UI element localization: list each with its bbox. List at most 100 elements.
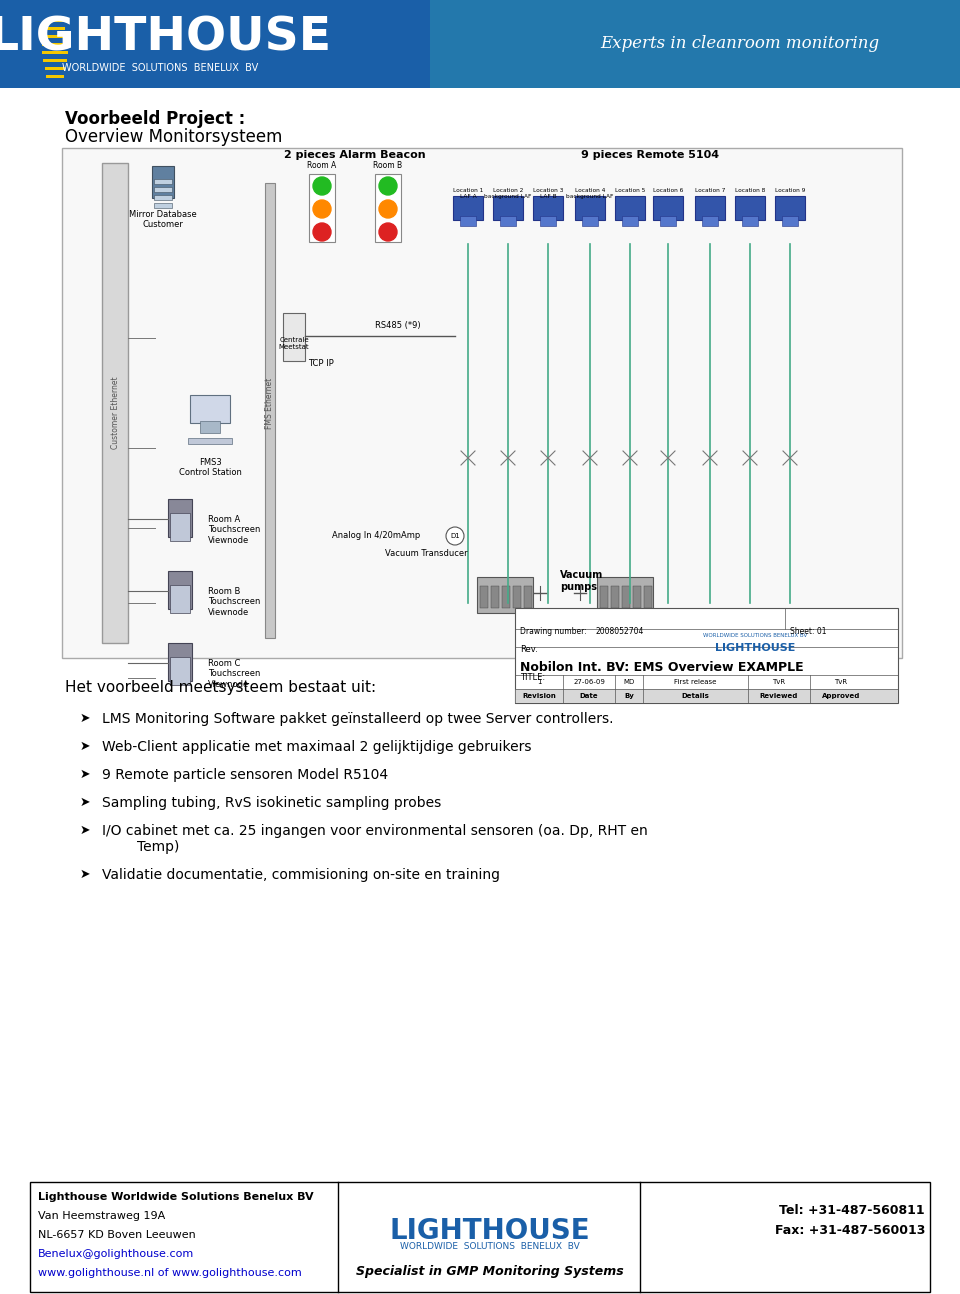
Text: Room B
Touchscreen
Viewnode: Room B Touchscreen Viewnode (208, 587, 260, 617)
Text: Location 9: Location 9 (775, 188, 805, 193)
Bar (782, 216, 798, 226)
Bar (43, 60, 67, 62)
Circle shape (379, 177, 397, 195)
Text: Web-Client applicatie met maximaal 2 gelijktijdige gebruikers: Web-Client applicatie met maximaal 2 gel… (102, 740, 532, 754)
Bar (170, 585, 190, 613)
Text: 1: 1 (537, 679, 541, 685)
Text: Fax: +31-487-560013: Fax: +31-487-560013 (775, 1224, 925, 1237)
Bar (491, 586, 499, 608)
Text: Nobilon Int. BV: EMS Overview EXAMPLE: Nobilon Int. BV: EMS Overview EXAMPLE (520, 661, 804, 674)
Text: ➤: ➤ (80, 796, 90, 809)
Bar (515, 608, 898, 703)
Bar (775, 195, 805, 220)
Text: Location 5: Location 5 (614, 188, 645, 193)
Text: Vacuum Transducer: Vacuum Transducer (385, 549, 468, 558)
Text: Validatie documentatie, commisioning on-site en training: Validatie documentatie, commisioning on-… (102, 868, 500, 883)
Text: TITLE:: TITLE: (520, 673, 545, 682)
Bar (735, 195, 765, 220)
Bar (200, 421, 220, 433)
Text: Centrale
Meetstat: Centrale Meetstat (278, 336, 309, 349)
Circle shape (313, 201, 331, 217)
Bar (477, 577, 533, 613)
Text: Location 6: Location 6 (653, 188, 684, 193)
Bar (533, 195, 563, 220)
Text: 9 Remote particle sensoren Model R5104: 9 Remote particle sensoren Model R5104 (102, 769, 388, 782)
FancyBboxPatch shape (62, 148, 902, 659)
Bar (375, 173, 401, 242)
Text: Reviewed: Reviewed (759, 694, 798, 699)
Bar (582, 216, 598, 226)
Bar (170, 512, 190, 541)
Text: Van Heemstraweg 19A: Van Heemstraweg 19A (38, 1211, 165, 1222)
Text: Location 3
LAF B: Location 3 LAF B (533, 188, 564, 199)
Text: Het voorbeeld meetsysteem bestaat uit:: Het voorbeeld meetsysteem bestaat uit: (65, 681, 376, 695)
Text: WORLDWIDE SOLUTIONS BENELUX BV: WORLDWIDE SOLUTIONS BENELUX BV (703, 633, 807, 638)
Text: LIGHTHOUSE: LIGHTHOUSE (715, 643, 795, 653)
Text: Sheet: 01: Sheet: 01 (790, 628, 827, 635)
Bar (695, 195, 725, 220)
Text: Experts in cleanroom monitoring: Experts in cleanroom monitoring (600, 35, 879, 53)
Bar (742, 216, 758, 226)
Text: MD: MD (623, 679, 635, 685)
Text: Location 1
LAF A: Location 1 LAF A (453, 188, 483, 199)
Bar (188, 437, 232, 444)
Bar (45, 67, 65, 70)
Bar (309, 173, 335, 242)
Text: Location 7: Location 7 (695, 188, 725, 193)
Text: TCP IP: TCP IP (308, 358, 334, 367)
Text: 2 pieces Alarm Beacon: 2 pieces Alarm Beacon (284, 150, 426, 160)
Bar (644, 586, 652, 608)
Text: Mirror Database
Customer: Mirror Database Customer (130, 210, 197, 229)
Text: Room A: Room A (307, 160, 337, 170)
Bar (154, 179, 172, 184)
Text: ➤: ➤ (80, 868, 90, 881)
Bar (453, 195, 483, 220)
Text: 27-06-09: 27-06-09 (573, 679, 605, 685)
Bar (168, 643, 192, 681)
Bar (168, 571, 192, 609)
Bar (633, 586, 641, 608)
Bar (660, 216, 676, 226)
Bar (265, 182, 275, 638)
Text: TvR: TvR (773, 679, 785, 685)
Text: Approved: Approved (822, 694, 860, 699)
Text: Room A
Touchscreen
Viewnode: Room A Touchscreen Viewnode (208, 515, 260, 545)
Bar (480, 586, 488, 608)
Text: ➤: ➤ (80, 740, 90, 753)
Text: D1: D1 (450, 533, 460, 540)
Bar (43, 35, 67, 38)
Bar (502, 586, 510, 608)
Bar (41, 43, 68, 47)
Text: Voorbeeld Project :: Voorbeeld Project : (65, 110, 245, 128)
Bar (622, 586, 630, 608)
Bar (45, 27, 65, 30)
Text: I/O cabinet met ca. 25 ingangen voor environmental sensoren (oa. Dp, RHT en
    : I/O cabinet met ca. 25 ingangen voor env… (102, 824, 648, 854)
Bar (460, 216, 476, 226)
Text: Rev.: Rev. (520, 644, 538, 653)
Bar (540, 216, 556, 226)
Text: Drawing number:: Drawing number: (520, 628, 587, 635)
Text: Details: Details (682, 694, 709, 699)
Bar (513, 586, 521, 608)
Text: Revision: Revision (522, 694, 556, 699)
Text: LIGHTHOUSE: LIGHTHOUSE (0, 16, 331, 61)
Text: Overview Monitorsysteem: Overview Monitorsysteem (65, 128, 282, 146)
Text: Customer Ethernet: Customer Ethernet (110, 377, 119, 449)
Bar (283, 313, 305, 361)
Text: LMS Monitoring Software pakket geïnstalleerd op twee Server controllers.: LMS Monitoring Software pakket geïnstall… (102, 712, 613, 726)
Bar (154, 195, 172, 201)
Bar (515, 688, 898, 703)
Text: LIGHTHOUSE: LIGHTHOUSE (390, 1216, 590, 1245)
Text: ➤: ➤ (80, 824, 90, 837)
Circle shape (446, 527, 464, 545)
Circle shape (379, 201, 397, 217)
Bar (615, 195, 645, 220)
Text: ➤: ➤ (80, 769, 90, 782)
Text: TvR: TvR (834, 679, 848, 685)
Text: Room C
Touchscreen
Viewnode: Room C Touchscreen Viewnode (208, 659, 260, 688)
Text: By: By (624, 694, 634, 699)
Bar (702, 216, 718, 226)
Bar (575, 195, 605, 220)
Bar (46, 19, 63, 22)
Text: FMS Ethernet: FMS Ethernet (266, 378, 275, 428)
